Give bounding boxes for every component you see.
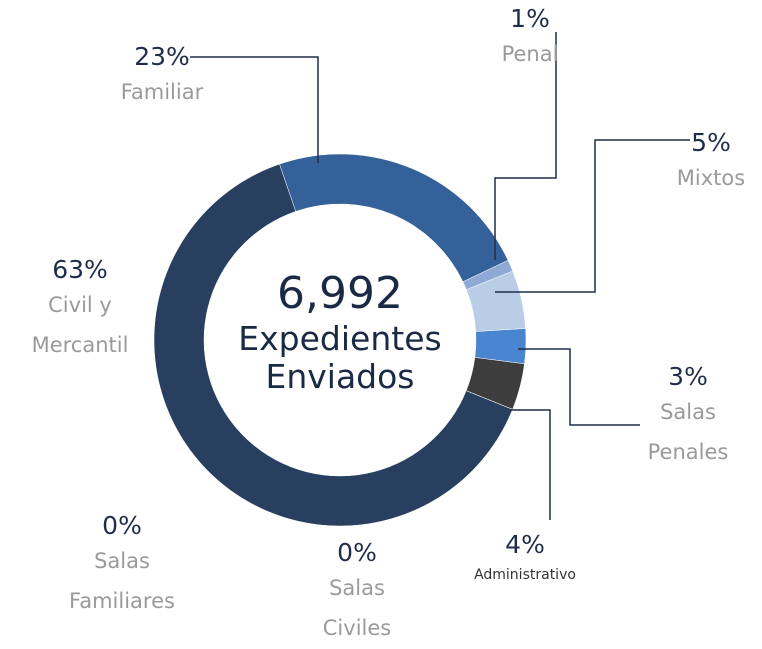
percent-label: 63% [52, 255, 108, 284]
leader-line [494, 32, 557, 260]
percent-label: 0% [337, 538, 377, 567]
leader-line [518, 348, 640, 426]
donut-segment [279, 153, 509, 283]
total: 6,992 [277, 268, 403, 319]
leader-line [190, 56, 319, 163]
center-label: 6,992 Expedientes Enviados [205, 268, 475, 396]
category-label: Civil y Mercantil [31, 293, 129, 357]
percent-label: 23% [134, 42, 190, 71]
category-label: Salas Penales [647, 400, 729, 464]
category-label: Mixtos [676, 166, 746, 190]
percent-label: 3% [668, 362, 708, 391]
center-caption: Expedientes Enviados [238, 319, 442, 396]
category-label: Administrativo [474, 567, 576, 583]
leader-line [495, 139, 690, 293]
percent-label: 1% [510, 4, 550, 33]
donut-segment [153, 163, 513, 527]
category-label: Familiar [120, 80, 204, 104]
percent-label: 4% [505, 530, 545, 559]
percent-label: 0% [102, 511, 142, 540]
percent-label: 5% [691, 128, 731, 157]
category-label: Penal [501, 42, 559, 66]
category-label: Salas Civiles [322, 576, 392, 640]
leader-line [510, 409, 551, 520]
category-label: Salas Familiares [69, 549, 175, 613]
